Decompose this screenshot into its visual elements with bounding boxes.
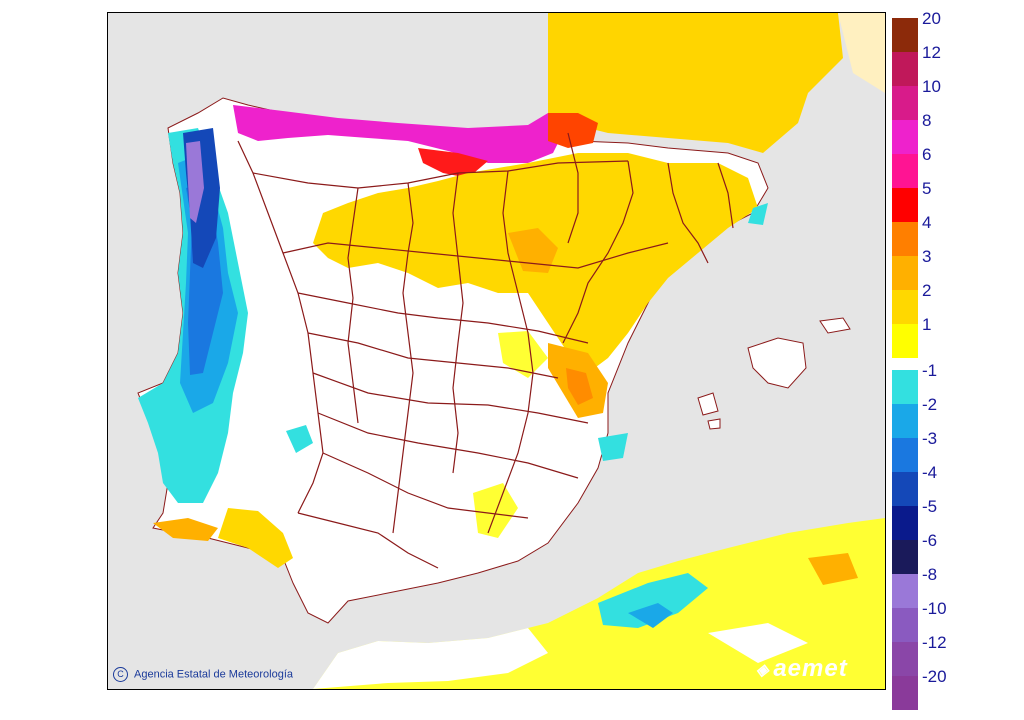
legend-negative-swatch — [892, 540, 918, 574]
credit-line: C Agencia Estatal de Meteorología — [113, 667, 293, 682]
legend-positive-swatch — [892, 290, 918, 324]
legend-positive-label: 20 — [922, 9, 941, 28]
legend-positive-label: 2 — [922, 281, 932, 300]
north-africa-white — [313, 628, 548, 689]
legend-negative-label: -20 — [922, 667, 947, 686]
valencia-dark-orange — [566, 368, 593, 405]
logo-mark-icon: ◈ — [756, 661, 770, 679]
legend-positive-swatch — [892, 18, 918, 52]
legend-negative-swatch — [892, 574, 918, 608]
legend-positive-swatch — [892, 120, 918, 154]
legend-negative-label: -5 — [922, 497, 938, 516]
basque-red — [548, 113, 598, 148]
copyright-icon: C — [113, 667, 128, 682]
legend-negative-label: -6 — [922, 531, 938, 550]
anomaly-map: C Agencia Estatal de Meteorología ◈ aemet — [107, 12, 886, 690]
mallorca — [747, 337, 807, 389]
legend-positive-swatch — [892, 188, 918, 222]
legend-negative-label: -8 — [922, 565, 938, 584]
legend-positive-swatch — [892, 52, 918, 86]
north-africa-orange — [808, 553, 858, 585]
catalonia-cyan — [748, 203, 768, 225]
legend-negative-swatch — [892, 506, 918, 540]
france-landmass — [548, 13, 843, 153]
north-coast-red — [418, 148, 488, 178]
legend-negative-label: -4 — [922, 463, 938, 482]
galicia-purple — [186, 141, 204, 223]
legend-negative-swatch — [892, 370, 918, 404]
logo-text: aemet — [773, 655, 848, 682]
central-yellow-patch — [498, 331, 548, 378]
legend-positive-label: 12 — [922, 43, 941, 62]
legend-positive-label: 10 — [922, 77, 941, 96]
legend-negative-label: -10 — [922, 599, 947, 618]
legend-negative-swatch — [892, 404, 918, 438]
legend-negative-label: -2 — [922, 395, 938, 414]
aemet-logo: ◈ aemet — [756, 655, 848, 683]
north-africa-cyan — [598, 573, 708, 628]
legend-negative-swatch — [892, 642, 918, 676]
ibiza — [697, 392, 719, 416]
far-ne-land — [838, 13, 885, 93]
east-coast-cyan — [598, 433, 628, 461]
north-africa-light — [708, 623, 808, 663]
legend-positive-label: 5 — [922, 179, 932, 198]
legend-positive-label: 8 — [922, 111, 932, 130]
legend-positive-label: 1 — [922, 315, 932, 334]
legend-positive-label: 6 — [922, 145, 932, 164]
legend-positive-swatch — [892, 86, 918, 120]
legend-negative-swatch — [892, 676, 918, 710]
legend-positive-swatch — [892, 154, 918, 188]
legend-positive-swatch — [892, 222, 918, 256]
legend-negative-swatch — [892, 438, 918, 472]
legend-negative-swatch — [892, 608, 918, 642]
legend-negative-label: -1 — [922, 361, 938, 380]
color-legend: 20 12 10 8 6 5 4 3 2 1 -1 -2 -3 -4 -5 -6 -8 -10 -12 -20 — [890, 10, 1024, 710]
formentera — [707, 418, 721, 430]
inland-cyan-patch — [286, 425, 313, 453]
legend-positive-swatch — [892, 256, 918, 290]
menorca — [819, 317, 851, 334]
north-coast-anomaly — [233, 105, 568, 163]
north-africa-blue — [628, 603, 673, 628]
legend-negative-swatch — [892, 472, 918, 506]
region-borders — [237, 132, 734, 569]
legend-negative-label: -3 — [922, 429, 938, 448]
se-yellow-patch — [473, 483, 518, 538]
map-canvas — [108, 13, 885, 689]
legend-positive-label: 3 — [922, 247, 932, 266]
sw-coast-orange — [153, 518, 218, 541]
legend-positive-swatch — [892, 324, 918, 358]
legend-positive-label: 4 — [922, 213, 932, 232]
legend-negative-label: -12 — [922, 633, 947, 652]
south-coast-yellow — [218, 508, 293, 568]
credit-text: Agencia Estatal de Meteorología — [134, 668, 293, 681]
